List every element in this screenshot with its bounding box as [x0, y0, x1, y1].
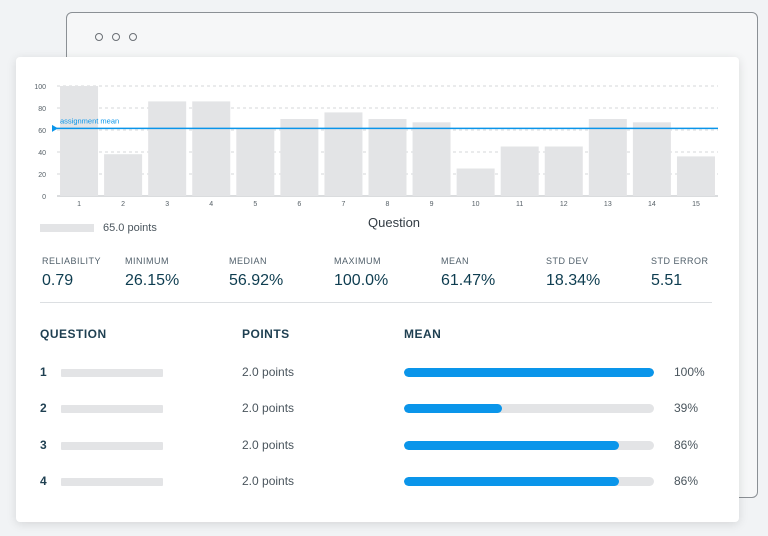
bar: [148, 101, 187, 196]
question-name-placeholder: [61, 369, 163, 377]
column-header-question[interactable]: QUESTION: [40, 327, 107, 341]
x-tick-label: 3: [165, 201, 169, 208]
stat-median: MEDIAN 56.92%: [229, 256, 283, 290]
bar: [588, 119, 627, 196]
stat-minimum: MINIMUM 26.15%: [125, 256, 179, 290]
legend-swatch: [40, 224, 94, 232]
mean-percent: 86%: [674, 474, 699, 488]
question-number: 4: [40, 474, 47, 488]
stat-label: MAXIMUM: [334, 256, 381, 266]
stat-maximum: MAXIMUM 100.0%: [334, 256, 388, 290]
x-tick-label: 14: [648, 201, 656, 208]
window-dot-icon: [112, 33, 120, 41]
x-tick-label: 13: [604, 201, 612, 208]
stat-label: MEDIAN: [229, 256, 268, 266]
bar: [324, 112, 363, 196]
y-tick-label: 80: [38, 106, 46, 113]
question-points: 2.0 points: [242, 438, 295, 452]
mean-progress-bar: [404, 404, 654, 413]
column-header-points[interactable]: POINTS: [242, 327, 290, 341]
mean-progress-bar: [404, 441, 654, 450]
table-row[interactable]: 2 2.0 points 39%: [16, 399, 739, 419]
question-number: 1: [40, 365, 47, 379]
y-tick-label: 100: [34, 84, 46, 91]
table-row[interactable]: 3 2.0 points 86%: [16, 436, 739, 456]
mean-progress-fill: [404, 477, 619, 486]
bar: [544, 146, 583, 196]
x-tick-label: 8: [386, 201, 390, 208]
divider: [40, 302, 712, 303]
stat-label: STD ERROR: [651, 256, 709, 266]
question-number: 3: [40, 438, 47, 452]
x-tick-label: 12: [560, 201, 568, 208]
bar: [192, 101, 231, 196]
stat-label: MINIMUM: [125, 256, 169, 266]
x-axis-title: Question: [368, 215, 421, 230]
mean-percent: 100%: [674, 365, 705, 379]
bar: [60, 86, 99, 196]
stat-reliability: RELIABILITY 0.79: [42, 256, 101, 290]
mean-progress-fill: [404, 368, 654, 377]
mean-progress-fill: [404, 441, 619, 450]
mean-progress-fill: [404, 404, 502, 413]
x-tick-label: 7: [341, 201, 345, 208]
table-row[interactable]: 4 2.0 points 86%: [16, 472, 739, 492]
x-tick-label: 9: [430, 201, 434, 208]
y-tick-label: 40: [38, 150, 46, 157]
x-tick-label: 10: [472, 201, 480, 208]
bar: [412, 122, 451, 196]
mean-percent: 86%: [674, 438, 699, 452]
bar: [104, 154, 143, 196]
x-tick-label: 6: [297, 201, 301, 208]
stat-value: 61.47%: [441, 272, 496, 289]
question-name-placeholder: [61, 442, 163, 450]
mean-percent: 39%: [674, 401, 699, 415]
stat-label: RELIABILITY: [42, 256, 102, 266]
stat-value: 56.92%: [229, 272, 284, 289]
column-header-mean[interactable]: MEAN: [404, 327, 442, 341]
window-dot-icon: [129, 33, 137, 41]
x-tick-label: 11: [516, 201, 523, 208]
y-tick-label: 20: [38, 172, 46, 179]
bar: [676, 156, 715, 196]
table-row[interactable]: 1 2.0 points 100%: [16, 363, 739, 383]
stat-mean: MEAN 61.47%: [441, 256, 495, 290]
bar: [280, 119, 319, 196]
stat-value: 100.0%: [334, 272, 389, 289]
stat-value: 26.15%: [125, 272, 180, 289]
question-points: 2.0 points: [242, 401, 295, 415]
x-tick-label: 2: [121, 201, 125, 208]
y-tick-label: 0: [42, 194, 46, 201]
question-name-placeholder: [61, 478, 163, 486]
window-dot-icon: [95, 33, 103, 41]
x-tick-label: 1: [77, 201, 81, 208]
bar: [368, 119, 407, 196]
stat-std-error: STD ERROR 5.51: [651, 256, 709, 290]
question-statistics-card: 0 20 40 60 80 100 1 2 3 4 5 6 7 8 9 10 11 12 13 14 15 assignm…: [16, 57, 739, 522]
stat-value: 5.51: [651, 272, 683, 289]
x-tick-label: 5: [253, 201, 257, 208]
stat-value: 0.79: [42, 272, 74, 289]
stat-label: MEAN: [441, 256, 470, 266]
bar: [236, 128, 275, 196]
stat-std-dev: STD DEV 18.34%: [546, 256, 600, 290]
x-tick-label: 15: [692, 201, 700, 208]
assignment-mean-label: assignment mean: [60, 116, 119, 125]
bar: [500, 146, 539, 196]
y-tick-label: 60: [38, 128, 46, 135]
stat-value: 18.34%: [546, 272, 601, 289]
stat-label: STD DEV: [546, 256, 589, 266]
question-points: 2.0 points: [242, 474, 295, 488]
mean-progress-bar: [404, 477, 654, 486]
question-number: 2: [40, 401, 47, 415]
question-points: 2.0 points: [242, 365, 295, 379]
x-tick-label: 4: [209, 201, 213, 208]
bar: [456, 168, 495, 196]
mean-progress-bar: [404, 368, 654, 377]
mean-marker-icon: [52, 124, 58, 132]
question-name-placeholder: [61, 405, 163, 413]
legend-label: 65.0 points: [103, 222, 157, 234]
bar: [632, 122, 671, 196]
